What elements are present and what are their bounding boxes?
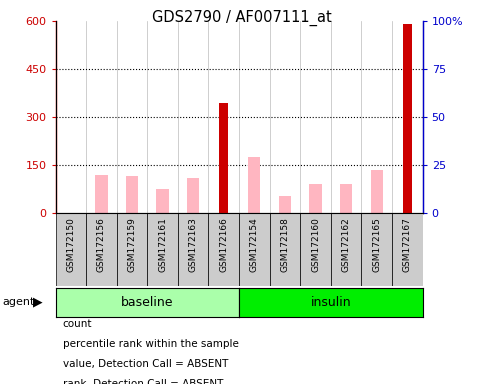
Bar — [392, 213, 423, 286]
Bar — [95, 175, 108, 213]
Text: baseline: baseline — [121, 296, 173, 309]
Bar — [239, 213, 270, 286]
Bar — [147, 213, 178, 286]
Bar — [270, 213, 300, 286]
Text: GSM172159: GSM172159 — [128, 217, 137, 271]
Bar — [361, 213, 392, 286]
Bar — [178, 213, 209, 286]
Text: rank, Detection Call = ABSENT: rank, Detection Call = ABSENT — [63, 379, 223, 384]
Bar — [340, 184, 352, 213]
Text: GSM172156: GSM172156 — [97, 217, 106, 271]
Text: value, Detection Call = ABSENT: value, Detection Call = ABSENT — [63, 359, 228, 369]
Text: percentile rank within the sample: percentile rank within the sample — [63, 339, 239, 349]
Bar — [279, 195, 291, 213]
Text: insulin: insulin — [311, 296, 351, 309]
Bar — [300, 213, 331, 286]
Text: GSM172166: GSM172166 — [219, 217, 228, 271]
Text: count: count — [63, 319, 92, 329]
Bar — [219, 103, 228, 213]
Text: GDS2790 / AF007111_at: GDS2790 / AF007111_at — [152, 10, 331, 26]
Text: GSM172161: GSM172161 — [158, 217, 167, 271]
Text: GSM172154: GSM172154 — [250, 217, 259, 271]
Bar — [187, 178, 199, 213]
Bar — [310, 184, 322, 213]
Text: GSM172160: GSM172160 — [311, 217, 320, 271]
Bar — [86, 213, 117, 286]
Text: GSM172165: GSM172165 — [372, 217, 381, 271]
Bar — [403, 24, 412, 213]
Bar — [56, 213, 86, 286]
Text: GSM172158: GSM172158 — [281, 217, 289, 271]
Text: GSM172167: GSM172167 — [403, 217, 412, 271]
Text: GSM172163: GSM172163 — [189, 217, 198, 271]
Bar — [209, 213, 239, 286]
Bar — [331, 213, 361, 286]
Text: GSM172150: GSM172150 — [66, 217, 75, 271]
Text: agent: agent — [2, 297, 35, 308]
Bar — [156, 189, 169, 213]
Text: ▶: ▶ — [33, 296, 43, 309]
Bar — [248, 157, 260, 213]
Bar — [117, 213, 147, 286]
Bar — [126, 176, 138, 213]
Bar — [370, 170, 383, 213]
Text: GSM172162: GSM172162 — [341, 217, 351, 271]
